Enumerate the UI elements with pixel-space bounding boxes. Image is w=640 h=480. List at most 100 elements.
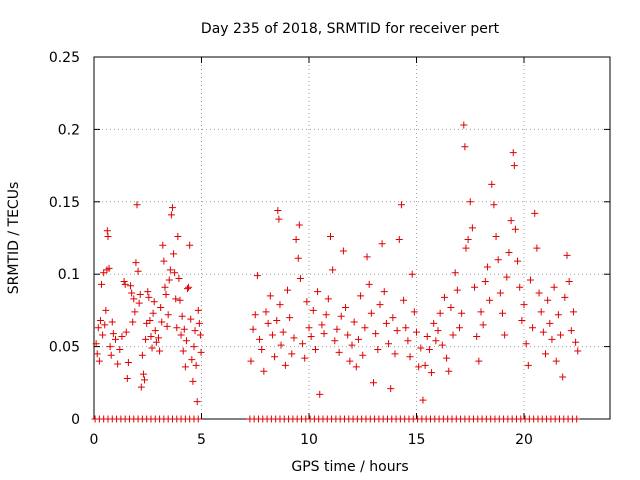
- data-point: [157, 304, 165, 312]
- data-point: [127, 282, 135, 290]
- data-point: [544, 296, 552, 304]
- data-point: [479, 321, 487, 329]
- data-point: [408, 270, 416, 278]
- data-point: [94, 324, 102, 332]
- data-point: [247, 357, 255, 365]
- data-point: [400, 296, 408, 304]
- data-point: [507, 217, 515, 225]
- data-point: [156, 347, 164, 355]
- data-point: [96, 317, 104, 325]
- data-point: [460, 121, 468, 129]
- data-point: [363, 253, 371, 261]
- data-point: [109, 330, 117, 338]
- y-tick-label: 0.05: [49, 340, 80, 356]
- data-point-zero: [573, 415, 581, 423]
- y-tick-label: 0: [71, 412, 80, 428]
- data-point: [477, 308, 485, 316]
- data-point: [162, 290, 170, 298]
- data-point: [397, 201, 405, 209]
- data-point: [258, 345, 266, 353]
- data-point: [552, 357, 560, 365]
- data-point: [357, 292, 365, 300]
- data-point: [168, 204, 176, 212]
- data-point: [197, 348, 205, 356]
- ticks: 0 0.05 0.1 0.15 0.2 0.25 0 5 10 15 20: [49, 50, 610, 448]
- data-point: [501, 331, 509, 339]
- data-point: [462, 244, 470, 252]
- data-point: [290, 334, 298, 342]
- data-point: [342, 304, 350, 312]
- data-point: [548, 335, 556, 343]
- data-point: [155, 334, 162, 342]
- data-point: [146, 317, 154, 325]
- data-point: [142, 335, 150, 343]
- data-point: [286, 314, 294, 322]
- data-point: [419, 396, 427, 404]
- data-point: [180, 325, 188, 333]
- data-point: [150, 298, 158, 306]
- data-point: [372, 330, 380, 338]
- data-point: [537, 308, 545, 316]
- data-point: [382, 319, 390, 327]
- data-point: [490, 201, 498, 209]
- data-point: [260, 367, 268, 375]
- data-point: [281, 361, 289, 369]
- data-point: [486, 296, 494, 304]
- data-point: [98, 280, 106, 288]
- data-point: [100, 269, 108, 277]
- data-point: [350, 318, 358, 326]
- data-point: [374, 345, 382, 353]
- data-point: [277, 341, 285, 349]
- data-point: [550, 283, 558, 291]
- data-point: [262, 308, 270, 316]
- data-point: [132, 259, 140, 267]
- data-point: [333, 325, 341, 333]
- data-point: [432, 337, 440, 345]
- data-point: [380, 288, 388, 296]
- data-point: [292, 235, 300, 243]
- data-point: [322, 311, 330, 319]
- data-point: [295, 221, 303, 229]
- data-point: [475, 357, 483, 365]
- data-point: [391, 350, 399, 358]
- data-point: [193, 398, 201, 406]
- data-point: [271, 353, 279, 361]
- data-point: [404, 337, 412, 345]
- x-axis-label: GPS time / hours: [291, 459, 408, 475]
- x-tick-label: 5: [197, 432, 206, 448]
- data-point: [187, 315, 195, 323]
- data-point: [473, 332, 481, 340]
- data-point: [166, 266, 174, 274]
- data-point: [173, 324, 181, 332]
- data-point: [395, 235, 403, 243]
- data-point: [410, 308, 418, 316]
- data-point: [149, 309, 157, 317]
- data-point: [464, 235, 472, 243]
- data-point: [171, 269, 179, 277]
- data-point: [129, 318, 137, 326]
- data-point: [116, 345, 124, 353]
- data-point: [510, 162, 518, 170]
- data-point: [106, 343, 114, 351]
- data-point: [447, 304, 455, 312]
- data-point: [535, 289, 543, 297]
- data-point: [112, 335, 119, 343]
- data-point: [378, 240, 386, 248]
- data-point: [159, 241, 167, 249]
- data-point: [192, 361, 200, 369]
- data-point: [123, 374, 131, 382]
- data-point: [118, 332, 126, 340]
- data-point: [389, 314, 397, 322]
- data-point: [124, 359, 132, 367]
- data-point: [101, 321, 109, 329]
- data-point: [145, 293, 153, 301]
- data-point: [505, 248, 513, 256]
- data-point: [456, 324, 463, 332]
- data-point: [108, 318, 116, 326]
- data-point: [438, 341, 446, 349]
- data-point: [179, 347, 187, 355]
- data-point: [105, 264, 113, 272]
- data-point: [172, 295, 180, 303]
- x-tick-label: 20: [515, 432, 533, 448]
- data-point: [461, 143, 469, 151]
